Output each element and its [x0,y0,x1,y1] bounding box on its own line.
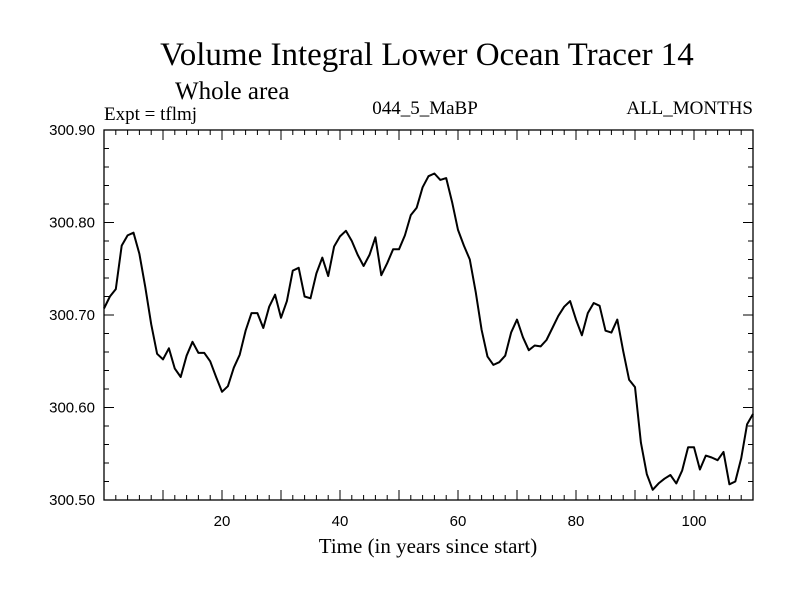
x-tick-label: 80 [568,513,585,530]
y-tick-label: 300.50 [49,492,95,509]
x-axis-label: Time (in years since start) [319,534,538,558]
x-tick-label: 60 [450,513,467,530]
y-tick-label: 300.70 [49,307,95,324]
y-tick-label: 300.80 [49,215,95,232]
plot-frame [103,129,754,501]
y-tick-labels: 300.50 300.60 300.70 300.80 300.90 [49,122,95,509]
experiment-label: Expt = tflmj [104,104,197,125]
months-label: ALL_MONTHS [626,98,753,119]
x-tick-label: 20 [214,513,231,530]
x-tick-label: 40 [332,513,349,530]
y-tick-label: 300.90 [49,122,95,139]
x-tick-label: 100 [681,513,706,530]
x-tick-labels: 20 40 60 80 100 [214,513,707,530]
run-label: 044_5_MaBP [372,98,478,119]
chart-subtitle: Whole area [175,78,290,105]
chart-title: Volume Integral Lower Ocean Tracer 14 [160,37,694,73]
axis-ticks [103,129,754,501]
y-tick-label: 300.60 [49,400,95,417]
series-line-tracer-14 [103,172,754,491]
